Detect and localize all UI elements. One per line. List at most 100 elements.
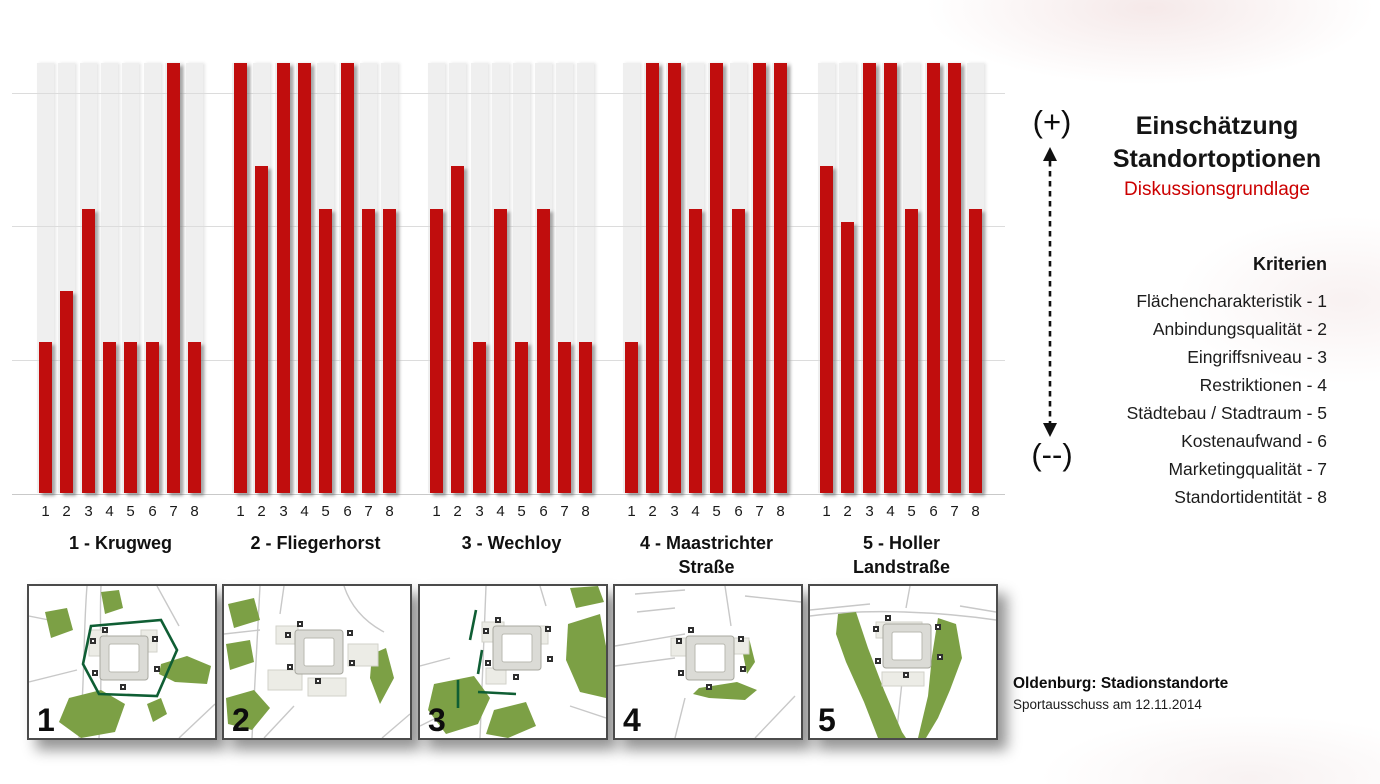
map-number: 4 <box>623 702 641 738</box>
criteria-list: Flächencharakteristik - 1 Anbindungsquali… <box>1127 287 1327 511</box>
site-plan-map: 3 <box>420 586 606 738</box>
bar-category-label: 6 <box>734 503 743 520</box>
slide-title-line1: Einschätzung <box>1135 112 1299 140</box>
bar-category-label: 3 <box>475 503 484 520</box>
map-number: 2 <box>232 702 250 738</box>
bar-value <box>473 342 486 493</box>
criteria-item: Marketingqualität - 7 <box>1168 459 1327 479</box>
bar-category-label: 3 <box>865 503 874 520</box>
map-thumbnail-5: 5 <box>808 584 998 740</box>
bar-value <box>948 63 961 493</box>
bar-value <box>558 342 571 493</box>
bar-category-label: 2 <box>453 503 462 520</box>
group-label-line: 2 - Fliegerhorst <box>250 533 381 553</box>
group-label-line: Landstraße <box>852 557 951 577</box>
bar-category-label: 6 <box>343 503 352 520</box>
chart-gridline <box>12 93 1005 95</box>
bar-value <box>515 342 528 493</box>
bar-category-label: 1 <box>822 503 831 520</box>
bar-category-label: 8 <box>776 503 785 520</box>
map-thumbnail-1: 1 <box>27 584 217 740</box>
bar-value <box>451 166 464 493</box>
group-label-1: 1 - Krugweg <box>22 531 219 555</box>
bar-value <box>146 342 159 493</box>
footer-title: Oldenburg: Stadionstandorte <box>1013 675 1229 692</box>
bar-category-label: 4 <box>691 503 700 520</box>
bar-value <box>668 63 681 493</box>
bar-category-label: 3 <box>84 503 93 520</box>
group-label-4: 4 - Maastrichter Straße <box>608 531 805 579</box>
group-label-line: Straße <box>678 557 735 577</box>
title-block: Einschätzung Standortoptionen Diskussion… <box>1092 110 1342 201</box>
bar-category-label: 5 <box>517 503 526 520</box>
bar-category-label: 4 <box>496 503 505 520</box>
map-thumbnail-4: 4 <box>613 584 803 740</box>
bar-value <box>188 342 201 493</box>
bar-category-label: 7 <box>755 503 764 520</box>
site-plan-map: 1 <box>29 586 215 738</box>
group-label-line: 5 - Holler <box>862 533 941 553</box>
bar-category-label: 8 <box>385 503 394 520</box>
bar-category-label: 2 <box>843 503 852 520</box>
map-number: 1 <box>37 702 55 738</box>
site-plan-map: 2 <box>224 586 410 738</box>
bar-value <box>927 63 940 493</box>
bar-value <box>103 342 116 493</box>
bar-value <box>579 342 592 493</box>
bar-value <box>383 209 396 493</box>
bar-value <box>362 209 375 493</box>
bar-category-label: 2 <box>257 503 266 520</box>
bar-value <box>124 342 137 493</box>
chart-baseline <box>12 494 1005 495</box>
bar-category-label: 5 <box>321 503 330 520</box>
criteria-item: Eingriffsniveau - 3 <box>1187 347 1327 367</box>
bar-value <box>298 63 311 493</box>
criteria-heading: Kriterien <box>1252 254 1327 274</box>
bar-category-label: 2 <box>62 503 71 520</box>
bar-category-label: 7 <box>169 503 178 520</box>
group-label-line: 3 - Wechloy <box>461 533 562 553</box>
slide-title-line2: Standortoptionen <box>1112 145 1322 173</box>
group-label-line: 4 - Maastrichter <box>639 533 774 553</box>
criteria-item: Kostenaufwand - 6 <box>1181 431 1327 451</box>
bar-category-label: 6 <box>539 503 548 520</box>
map-number: 5 <box>818 702 836 738</box>
criteria-item: Standortidentität - 8 <box>1174 487 1327 507</box>
bar-value <box>255 166 268 493</box>
bar-value <box>537 209 550 493</box>
criteria-item: Restriktionen - 4 <box>1199 375 1327 395</box>
bar-value <box>277 63 290 493</box>
bar-value <box>689 209 702 493</box>
map-thumbnail-3: 3 <box>418 584 608 740</box>
bar-value <box>820 166 833 493</box>
bar-category-label: 7 <box>950 503 959 520</box>
bar-category-label: 8 <box>190 503 199 520</box>
bar-category-label: 5 <box>907 503 916 520</box>
bar-value <box>625 342 638 493</box>
bar-category-label: 5 <box>712 503 721 520</box>
bar-category-label: 8 <box>971 503 980 520</box>
bar-value <box>710 63 723 493</box>
bar-category-label: 1 <box>627 503 636 520</box>
bar-category-label: 1 <box>236 503 245 520</box>
bar-value <box>341 63 354 493</box>
bar-value <box>430 209 443 493</box>
chart-gridline <box>12 359 1005 361</box>
bar-category-label: 4 <box>886 503 895 520</box>
slide-subtitle: Diskussionsgrundlage <box>1124 179 1310 200</box>
group-label-line: 1 - Krugweg <box>68 533 172 553</box>
bar-category-label: 7 <box>560 503 569 520</box>
bar-value <box>774 63 787 493</box>
bar-category-label: 1 <box>41 503 50 520</box>
group-label-5: 5 - Holler Landstraße <box>803 531 1000 579</box>
bar-category-label: 7 <box>364 503 373 520</box>
criteria-item: Anbindungsqualität - 2 <box>1152 319 1327 339</box>
scale-plus-label: (+) <box>1032 104 1072 139</box>
bar-value <box>646 63 659 493</box>
